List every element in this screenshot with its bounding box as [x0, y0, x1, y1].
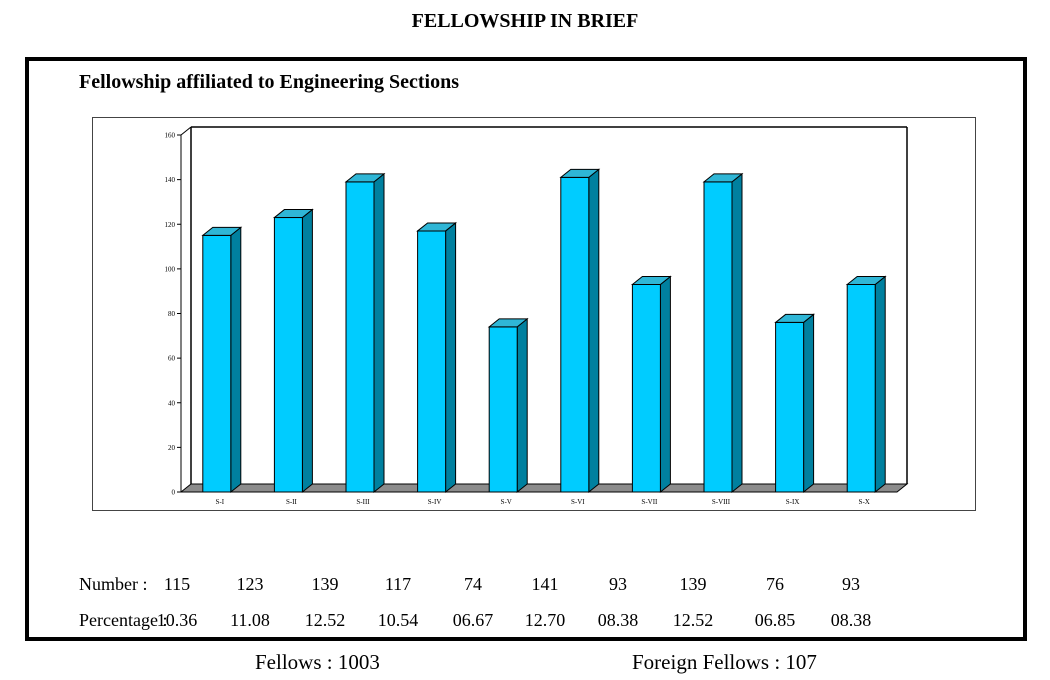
bar [631, 283, 661, 493]
y-tick-label: 100 [165, 265, 176, 273]
percentage-value: 08.38 [830, 610, 872, 630]
bar-side [731, 172, 743, 494]
bar [345, 181, 375, 493]
bar-chart: 0 20 40 60 80 100 120 140 160 S-I S-II S-III S-IV S-V… [165, 126, 909, 506]
number-value: 93 [609, 574, 627, 594]
chart-heading: Fellowship affiliated to Engineering Sec… [79, 71, 459, 93]
y-tick-label: 60 [168, 355, 176, 363]
number-value: 117 [384, 574, 412, 594]
bar [417, 230, 447, 493]
percentage-value: 12.70 [524, 610, 566, 630]
bar [775, 321, 805, 493]
number-value: 76 [766, 574, 784, 594]
percentage-value: 08.38 [597, 610, 639, 630]
bar-top [702, 173, 744, 183]
bar [202, 234, 232, 493]
number-value: 74 [464, 574, 482, 594]
percentage-value: 11.08 [230, 610, 270, 630]
chart-plot-area: 0 20 40 60 80 100 120 140 160 S-I S-II S-III S-IV S-V… [92, 117, 976, 511]
bar-side [230, 226, 242, 494]
bar-top [630, 275, 672, 285]
percentage-value: 06.85 [754, 610, 796, 630]
percentage-value: 10.54 [377, 610, 419, 630]
bar-top [774, 313, 816, 323]
chart-frame: Fellowship affiliated to Engineering Sec… [25, 57, 1027, 641]
x-tick-label: S-IX [786, 498, 800, 506]
number-value: 123 [236, 574, 264, 594]
y-tick-label: 120 [165, 221, 176, 229]
bar [846, 283, 876, 493]
number-value: 139 [679, 574, 707, 594]
y-axis-depth [180, 126, 192, 136]
x-tick-label: S-III [356, 498, 370, 506]
foreign-fellows-total: Foreign Fellows : 107 [632, 650, 817, 674]
number-value: 115 [163, 574, 191, 594]
bar-top [201, 226, 243, 236]
number-value: 141 [531, 574, 559, 594]
percentage-value: 12.52 [672, 610, 714, 630]
bar [703, 181, 733, 493]
x-tick-label: S-II [286, 498, 298, 506]
y-tick-label: 140 [165, 176, 176, 184]
bar-side [373, 172, 385, 494]
bar-top [559, 168, 601, 178]
bar [273, 217, 303, 493]
fellows-total: Fellows : 1003 [255, 650, 380, 674]
number-value: 139 [311, 574, 339, 594]
bar-top [416, 222, 458, 232]
percentage-value: 10.36 [156, 610, 198, 630]
x-tick-label: S-X [859, 498, 870, 506]
y-tick-label: 80 [168, 310, 176, 318]
y-tick-label: 20 [168, 444, 176, 452]
number-row-label: Number : [79, 574, 148, 594]
bar-side [874, 275, 886, 494]
bar-top [487, 318, 529, 328]
y-tick-label: 40 [168, 399, 176, 407]
number-value: 93 [842, 574, 860, 594]
bar-top [344, 173, 386, 183]
bar-top [272, 209, 314, 219]
x-tick-label: S-I [216, 498, 225, 506]
bar-side [588, 168, 600, 494]
page-title: FELLOWSHIP IN BRIEF [411, 10, 639, 32]
x-tick-label: S-VIII [712, 498, 731, 506]
x-tick-label: S-IV [428, 498, 442, 506]
bar-top [845, 275, 887, 285]
y-tick-label: 0 [172, 489, 176, 497]
x-tick-label: S-VII [641, 498, 658, 506]
x-tick-label: S-V [501, 498, 512, 506]
percentage-row-label: Percentage : [79, 610, 168, 630]
percentage-value: 12.52 [304, 610, 346, 630]
bar-side [445, 221, 457, 494]
bar-side [516, 317, 528, 494]
bar-side [301, 208, 313, 494]
percentage-value: 06.67 [452, 610, 494, 630]
bar-side [803, 313, 815, 494]
bar [488, 326, 518, 493]
bar-side [659, 275, 671, 494]
bar [560, 176, 590, 493]
y-tick-label: 160 [165, 132, 176, 140]
x-tick-label: S-VI [571, 498, 585, 506]
